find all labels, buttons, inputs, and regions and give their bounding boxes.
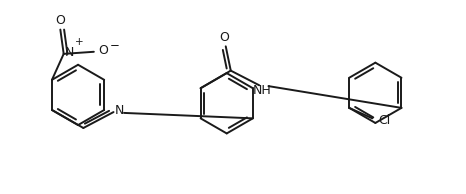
Text: N: N — [65, 46, 74, 59]
Text: N: N — [115, 104, 124, 117]
Text: −: − — [110, 39, 120, 52]
Text: O: O — [219, 31, 229, 44]
Text: O: O — [98, 44, 108, 57]
Text: Cl: Cl — [378, 114, 390, 127]
Text: NH: NH — [253, 84, 272, 97]
Text: O: O — [55, 14, 65, 27]
Text: +: + — [75, 37, 83, 47]
